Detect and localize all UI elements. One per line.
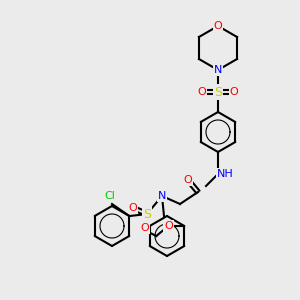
Text: N: N: [158, 191, 166, 201]
Text: Cl: Cl: [105, 191, 116, 201]
Text: O: O: [214, 21, 222, 31]
Text: O: O: [164, 221, 173, 231]
Text: O: O: [198, 87, 206, 97]
Text: S: S: [143, 208, 151, 220]
Text: S: S: [214, 85, 222, 98]
Text: NH: NH: [217, 169, 233, 179]
Text: O: O: [184, 175, 192, 185]
Text: O: O: [230, 87, 238, 97]
Text: O: O: [129, 203, 137, 213]
Text: O: O: [141, 223, 149, 233]
Text: N: N: [214, 65, 222, 75]
